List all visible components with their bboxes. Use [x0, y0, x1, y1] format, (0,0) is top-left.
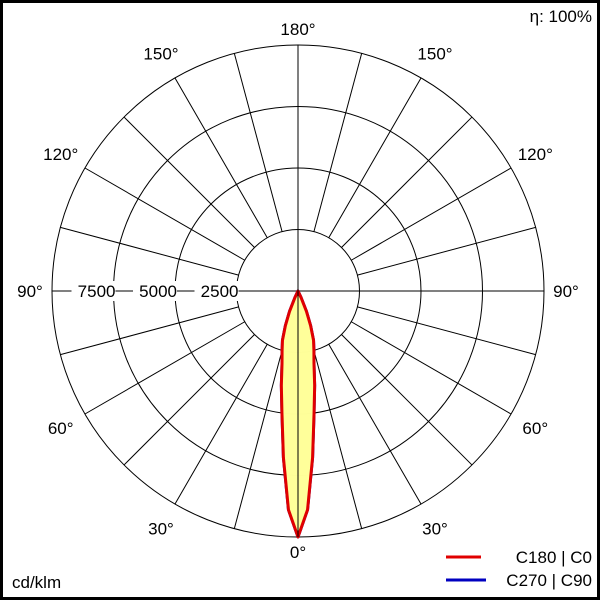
- angle-label-bg: [40, 419, 81, 438]
- angle-label-bg: [515, 145, 556, 164]
- radial-gridline: [60, 306, 239, 356]
- angle-label-bg: [141, 44, 181, 64]
- radial-tick-label-bg: [194, 281, 239, 301]
- unit-label: cd/klm: [12, 573, 61, 592]
- angle-label: 150°: [143, 45, 178, 64]
- angle-label: 30°: [148, 519, 174, 538]
- angle-label-bg: [10, 282, 50, 301]
- legend-label-0: C180 | C0: [516, 548, 592, 567]
- radial-gridline: [357, 226, 536, 276]
- radial-gridline: [328, 77, 422, 238]
- angle-label: 30°: [422, 519, 448, 538]
- angle-label: 150°: [417, 45, 452, 64]
- angle-label: 90°: [553, 282, 579, 301]
- radial-gridline: [60, 226, 239, 276]
- radial-gridline: [174, 77, 268, 238]
- angle-label-bg: [515, 419, 556, 438]
- curves: [279, 45, 317, 539]
- angle-label-bg: [278, 20, 318, 39]
- radial-tick-label-bg: [71, 281, 116, 301]
- angle-label-bg: [141, 519, 181, 539]
- angle-label-bg: [415, 519, 455, 539]
- radial-tick-label-bg: [133, 281, 177, 301]
- radial-gridline: [351, 321, 512, 415]
- radial-gridline: [357, 306, 536, 356]
- radial-gridline: [351, 167, 512, 261]
- angle-label: 180°: [280, 20, 315, 39]
- legend-label-1: C270 | C90: [506, 571, 592, 590]
- angle-label: 120°: [518, 145, 553, 164]
- angle-label: 120°: [43, 145, 78, 164]
- radial-gridline: [341, 334, 473, 466]
- radial-gridline: [233, 53, 283, 232]
- radial-gridline: [174, 344, 268, 505]
- angle-label-bg: [546, 282, 586, 301]
- radial-gridline: [84, 167, 245, 261]
- angle-label: 60°: [522, 419, 548, 438]
- efficiency-label: η: 100%: [530, 7, 592, 26]
- angle-label-bg: [278, 543, 318, 562]
- angle-label-bg: [40, 145, 81, 164]
- radial-gridline: [313, 350, 363, 529]
- angle-label: 90°: [17, 282, 43, 301]
- radial-gridline: [84, 321, 245, 415]
- angle-label: 0°: [290, 543, 306, 562]
- angle-label: 60°: [48, 419, 74, 438]
- radial-tick-label: 5000: [139, 282, 177, 301]
- radial-gridline: [123, 116, 255, 248]
- radial-gridline: [313, 53, 363, 232]
- radial-gridline: [233, 350, 283, 529]
- radial-gridline: [341, 116, 473, 248]
- labels: 2500 5000 7500 180° 150° 150° 120° 120° 90° 90° 60…: [10, 20, 586, 562]
- radial-gridline: [123, 334, 255, 466]
- radial-gridline: [328, 344, 422, 505]
- radial-tick-label: 7500: [78, 282, 116, 301]
- legend: C180 | C0 C270 | C90: [446, 548, 592, 590]
- angle-label-bg: [415, 44, 455, 64]
- radial-tick-label: 2500: [201, 282, 239, 301]
